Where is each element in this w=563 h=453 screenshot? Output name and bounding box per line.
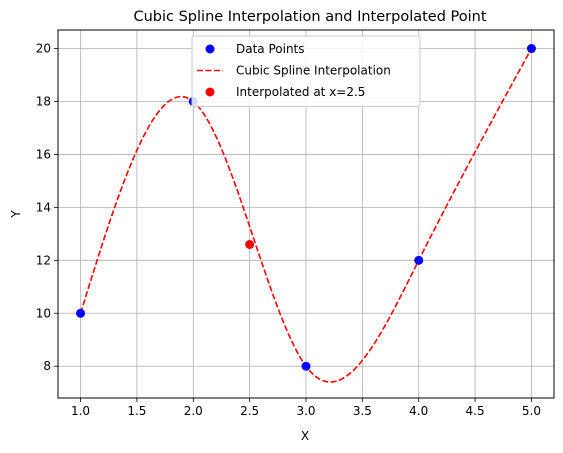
x-axis-label: X bbox=[301, 429, 309, 443]
data-point bbox=[76, 308, 86, 318]
y-tick-label: 20 bbox=[36, 42, 51, 56]
legend-label: Cubic Spline Interpolation bbox=[236, 64, 391, 78]
x-tick-label: 1.5 bbox=[127, 404, 146, 418]
y-tick-label: 10 bbox=[36, 306, 51, 320]
y-tick-label: 12 bbox=[36, 253, 51, 267]
legend: Data Points Cubic Spline Interpolation Int… bbox=[191, 35, 421, 107]
x-tick-label: 1.0 bbox=[71, 404, 90, 418]
x-tick-label: 3.0 bbox=[296, 404, 315, 418]
legend-label: Interpolated at x=2.5 bbox=[236, 85, 365, 99]
y-tick-label: 14 bbox=[36, 200, 51, 214]
x-tick-label: 2.0 bbox=[184, 404, 203, 418]
legend-marker bbox=[205, 44, 215, 54]
legend-marker bbox=[205, 87, 215, 97]
x-tick-label: 4.5 bbox=[466, 404, 485, 418]
y-axis-label: Y bbox=[9, 210, 23, 219]
axis-ticks: 1.0 1.5 2.0 2.5 3.0 3.5 4.0 4.5 5.0 8 10 12 14 16 18 20 bbox=[36, 42, 541, 418]
data-point bbox=[526, 44, 536, 54]
x-tick-label: 4.0 bbox=[409, 404, 428, 418]
y-tick-label: 8 bbox=[43, 359, 51, 373]
legend-label: Data Points bbox=[236, 42, 305, 56]
chart-title: Cubic Spline Interpolation and Interpola… bbox=[133, 9, 486, 25]
y-tick-label: 18 bbox=[36, 94, 51, 108]
data-point bbox=[414, 255, 424, 265]
y-tick-label: 16 bbox=[36, 147, 51, 161]
x-tick-label: 2.5 bbox=[240, 404, 259, 418]
x-tick-label: 5.0 bbox=[522, 404, 541, 418]
interpolated-point bbox=[245, 239, 255, 249]
x-tick-label: 3.5 bbox=[353, 404, 372, 418]
data-point bbox=[301, 361, 311, 371]
legend-box bbox=[191, 35, 421, 107]
